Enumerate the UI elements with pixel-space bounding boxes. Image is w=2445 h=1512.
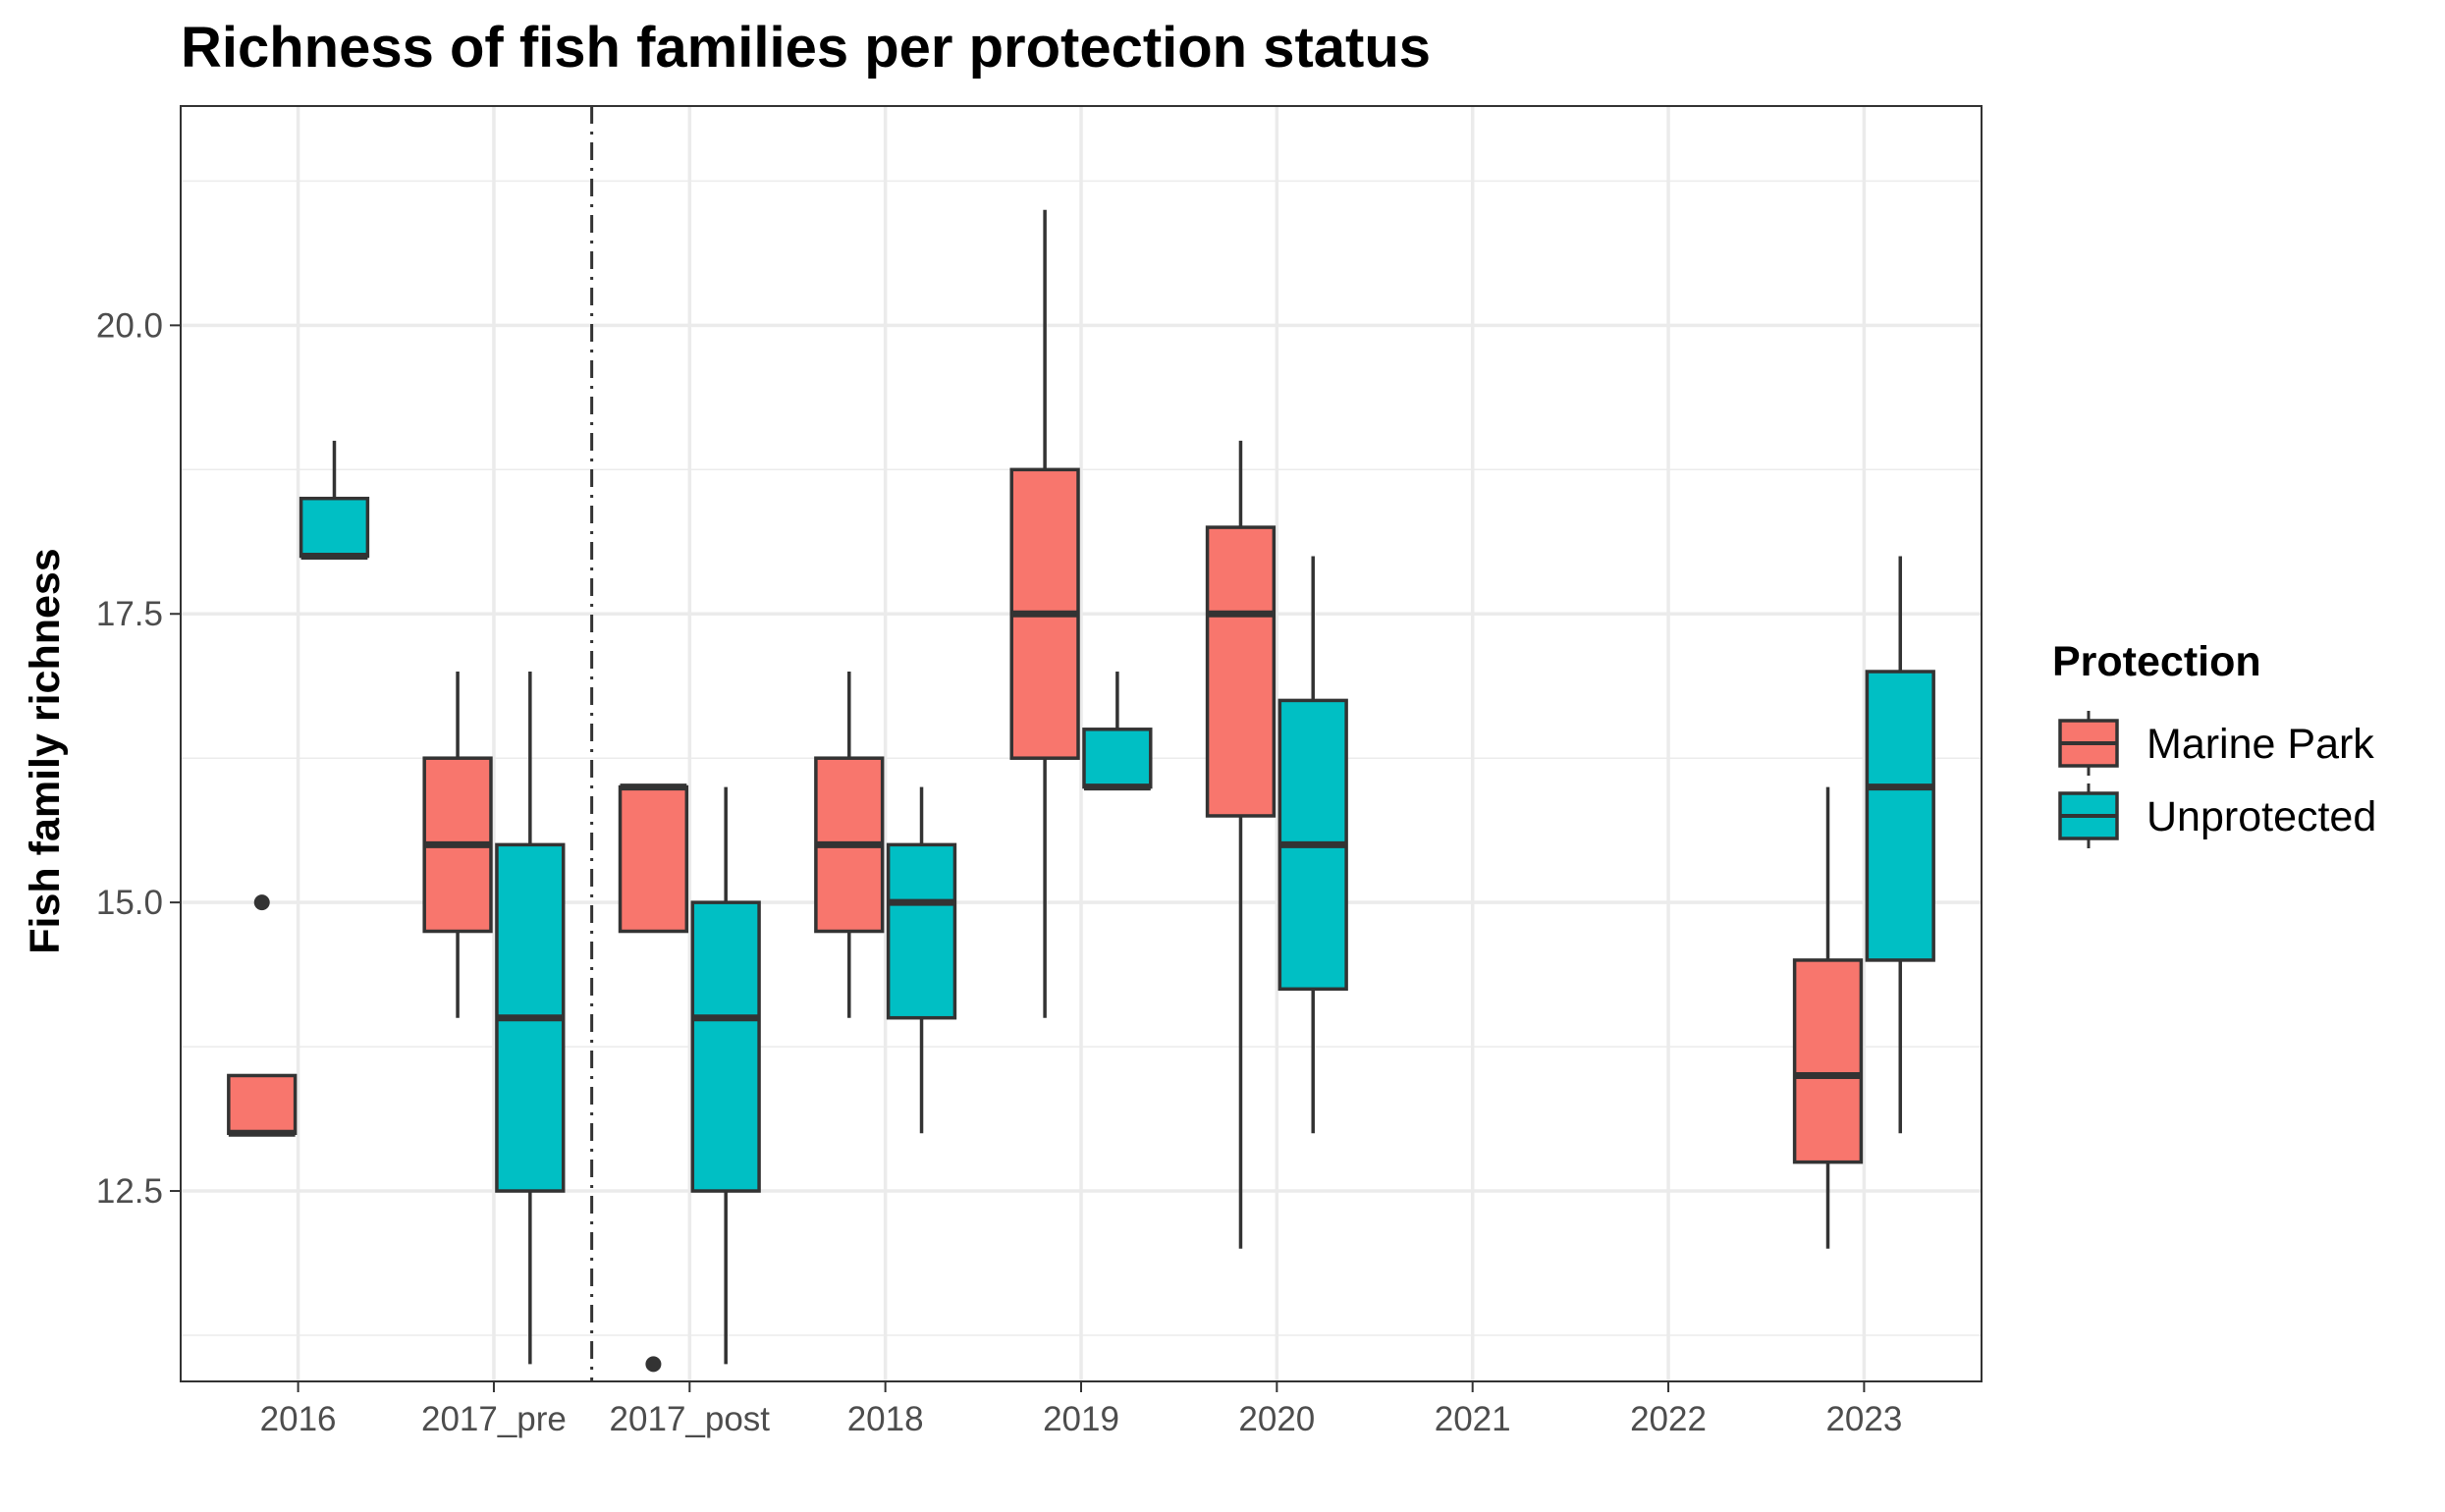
box-unprotected-2017_post bbox=[690, 786, 761, 1365]
box-unprotected-2017_pre bbox=[495, 672, 566, 1365]
box-marine-park-2016 bbox=[227, 894, 298, 1137]
x-tick-label: 2017_pre bbox=[421, 1400, 567, 1438]
box-iqr bbox=[1082, 728, 1153, 789]
box-iqr bbox=[690, 900, 761, 1193]
box-marine-park-2019 bbox=[1009, 209, 1080, 1018]
y-tick-label: 20.0 bbox=[96, 306, 163, 345]
legend: Protection Marine Park Unprotected bbox=[2052, 638, 2376, 848]
box-iqr bbox=[618, 784, 689, 934]
box-unprotected-2016 bbox=[299, 440, 370, 560]
box-marine-park-2020 bbox=[1205, 440, 1277, 1249]
y-tick-label: 12.5 bbox=[96, 1172, 163, 1211]
legend-label: Marine Park bbox=[2146, 721, 2374, 768]
legend-title: Protection bbox=[2052, 638, 2261, 685]
x-tick-label: 2017_post bbox=[610, 1400, 771, 1438]
y-axis-title: Fish family richness bbox=[22, 548, 69, 953]
x-tick-label: 2019 bbox=[1043, 1400, 1119, 1438]
box-marine-park-2017_pre bbox=[422, 672, 493, 1018]
x-tick-label: 2020 bbox=[1238, 1400, 1315, 1438]
box-unprotected-2019 bbox=[1082, 672, 1153, 791]
outlier-point bbox=[253, 894, 270, 911]
box-iqr bbox=[299, 496, 370, 559]
box-unprotected-2020 bbox=[1277, 556, 1348, 1134]
box-marine-park-2023 bbox=[1792, 786, 1864, 1249]
box-iqr bbox=[1792, 958, 1864, 1164]
y-tick-label: 17.5 bbox=[96, 595, 163, 633]
box-iqr bbox=[1205, 525, 1277, 818]
x-tick-label: 2016 bbox=[260, 1400, 337, 1438]
box-iqr bbox=[227, 1073, 298, 1136]
x-axis: 2016 2017_pre 2017_post 2018 2019 2020 2021 202… bbox=[260, 1381, 1902, 1438]
legend-label: Unprotected bbox=[2146, 793, 2376, 840]
box-layer bbox=[227, 209, 1935, 1373]
grid-lines bbox=[181, 106, 1982, 1381]
x-tick-label: 2023 bbox=[1825, 1400, 1902, 1438]
x-tick-label: 2021 bbox=[1435, 1400, 1511, 1438]
box-marine-park-2018 bbox=[814, 672, 885, 1018]
chart-title: Richness of fish families per protection… bbox=[181, 16, 1431, 80]
box-unprotected-2018 bbox=[886, 786, 957, 1134]
y-tick-label: 15.0 bbox=[96, 884, 163, 922]
outlier-point bbox=[645, 1356, 662, 1373]
box-unprotected-2023 bbox=[1865, 556, 1935, 1134]
box-iqr bbox=[1865, 670, 1935, 962]
y-axis: 12.5 15.0 17.5 20.0 bbox=[96, 306, 181, 1211]
x-tick-label: 2022 bbox=[1630, 1400, 1707, 1438]
box-iqr bbox=[886, 842, 957, 1020]
box-marine-park-2017_post bbox=[618, 783, 689, 1373]
legend-entry-unprotected: Unprotected bbox=[2058, 783, 2376, 848]
legend-entry-marine-park: Marine Park bbox=[2058, 711, 2374, 776]
x-tick-label: 2018 bbox=[847, 1400, 924, 1438]
